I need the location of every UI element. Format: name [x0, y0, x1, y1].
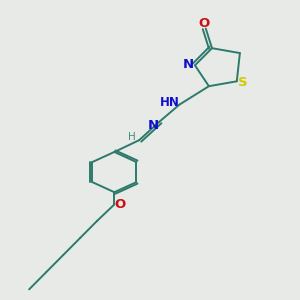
Text: N: N — [148, 119, 159, 132]
Text: O: O — [114, 198, 126, 211]
Text: S: S — [238, 76, 247, 89]
Text: N: N — [183, 58, 194, 70]
Text: HN: HN — [160, 96, 180, 109]
Text: O: O — [199, 17, 210, 30]
Text: H: H — [128, 131, 136, 142]
